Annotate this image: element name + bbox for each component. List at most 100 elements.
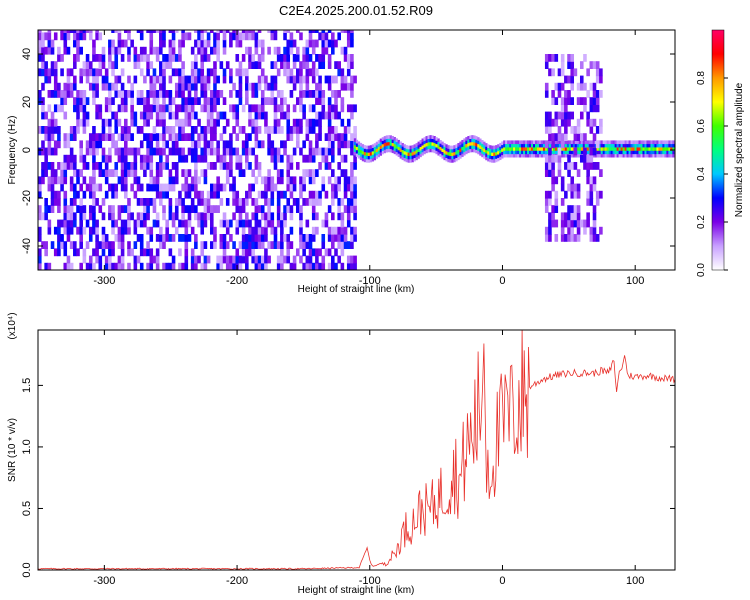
spectrogram-cell bbox=[95, 104, 99, 113]
spectrogram-cell bbox=[165, 126, 169, 134]
spectrogram-cell bbox=[171, 147, 176, 156]
spectrogram-cell bbox=[98, 169, 103, 177]
spectrogram-cell bbox=[66, 133, 71, 141]
spectrogram-cell bbox=[117, 90, 122, 98]
spectrogram-cell bbox=[334, 75, 338, 84]
spectrogram-cell bbox=[162, 104, 166, 113]
spectrogram-cell bbox=[371, 154, 375, 159]
spectrogram-cell bbox=[251, 118, 255, 127]
spectrogram-cell bbox=[209, 118, 214, 127]
spectrogram-cell bbox=[544, 90, 549, 98]
spectrogram-cell bbox=[194, 154, 198, 163]
spectrogram-cell bbox=[216, 183, 220, 192]
spectrogram-cell bbox=[216, 262, 220, 270]
spectrogram-y-tick-label: -40 bbox=[21, 238, 33, 254]
spectrogram-cell bbox=[152, 30, 157, 33]
spectrogram-cell bbox=[302, 104, 306, 113]
spectrogram-cell bbox=[264, 262, 268, 270]
spectrogram-cell bbox=[395, 141, 398, 146]
spectrogram-cell bbox=[638, 140, 641, 145]
spectrogram-cell bbox=[302, 111, 306, 120]
spectrogram-cell bbox=[213, 46, 217, 55]
spectrogram-cell bbox=[114, 61, 119, 69]
spectrogram-cell bbox=[174, 212, 179, 221]
spectrogram-cell bbox=[505, 140, 508, 145]
spectrogram-cell bbox=[324, 75, 329, 84]
spectrogram-cell bbox=[229, 140, 233, 149]
spectrogram-cell bbox=[481, 150, 484, 154]
spectrogram-cell bbox=[286, 46, 291, 55]
spectrogram-cell bbox=[95, 219, 99, 228]
spectrogram-cell bbox=[467, 146, 470, 150]
snr-y-multiplier: (x10⁴) bbox=[7, 312, 18, 339]
spectrogram-cell bbox=[548, 147, 552, 156]
spectrogram-cell bbox=[658, 140, 661, 145]
spectrogram-cell bbox=[162, 68, 166, 77]
spectrogram-cell bbox=[50, 126, 55, 134]
spectrogram-cell bbox=[92, 198, 96, 206]
spectrogram-cell bbox=[111, 111, 115, 120]
spectrogram-cell bbox=[590, 140, 594, 145]
spectrogram-cell bbox=[586, 90, 590, 98]
spectrogram-cell bbox=[155, 140, 160, 149]
spectrogram-cell bbox=[257, 205, 262, 213]
spectrogram-cell bbox=[507, 140, 510, 145]
spectrogram-cell bbox=[162, 140, 166, 149]
spectrogram-cell bbox=[162, 190, 166, 199]
spectrogram-cell bbox=[471, 141, 474, 146]
spectrogram-cell bbox=[203, 198, 208, 206]
spectrogram-cell bbox=[588, 143, 592, 148]
spectrogram-cell bbox=[98, 255, 103, 264]
spectrogram-cell bbox=[104, 133, 109, 141]
spectrogram-cell bbox=[38, 126, 42, 134]
spectrogram-cell bbox=[399, 144, 402, 149]
spectrogram-cell bbox=[373, 146, 377, 151]
spectrogram-cell bbox=[318, 248, 322, 257]
spectrogram-cell bbox=[315, 39, 319, 48]
spectrogram-cell bbox=[248, 61, 252, 69]
spectrogram-cell bbox=[666, 150, 669, 155]
spectrogram-cell bbox=[117, 226, 122, 235]
spectrogram-cell bbox=[455, 150, 458, 155]
spectrogram-cell bbox=[302, 262, 306, 270]
spectrogram-cell bbox=[222, 162, 227, 170]
spectrogram-cell bbox=[225, 162, 230, 170]
spectrogram-cell bbox=[409, 148, 412, 153]
spectrogram-cell bbox=[264, 82, 268, 91]
spectrogram-cell bbox=[50, 46, 55, 55]
spectrogram-cell bbox=[53, 190, 58, 199]
spectrogram-cell bbox=[295, 162, 300, 170]
spectrogram-cell bbox=[425, 149, 428, 154]
spectrogram-cell bbox=[463, 145, 466, 149]
spectrogram-cell bbox=[69, 68, 74, 77]
spectrogram-cell bbox=[595, 198, 600, 206]
spectrogram-cell bbox=[114, 169, 119, 177]
spectrogram-cell bbox=[299, 234, 303, 242]
spectrogram-cell bbox=[311, 90, 316, 98]
spectrogram-cell bbox=[53, 198, 58, 206]
spectrogram-cell bbox=[331, 75, 335, 84]
spectrogram-cell bbox=[299, 190, 303, 199]
spectrogram-cell bbox=[143, 169, 147, 177]
spectrogram-cell bbox=[567, 90, 571, 98]
spectrogram-cell bbox=[260, 46, 265, 55]
spectrogram-cell bbox=[308, 234, 313, 242]
spectrogram-cell bbox=[257, 54, 262, 62]
spectrogram-cell bbox=[395, 145, 398, 149]
spectrogram-cell bbox=[85, 54, 90, 62]
spectrogram-cell bbox=[47, 46, 52, 55]
spectrogram-cell bbox=[165, 190, 169, 199]
spectrogram-cell bbox=[540, 147, 544, 151]
spectrogram-cell bbox=[560, 176, 565, 185]
spectrogram-cell bbox=[219, 154, 224, 163]
spectrogram-cell bbox=[417, 155, 420, 159]
spectrogram-cell bbox=[315, 30, 319, 33]
spectrogram-cell bbox=[98, 140, 103, 149]
spectrogram-cell bbox=[622, 140, 625, 145]
spectrogram-cell bbox=[367, 149, 371, 153]
spectrogram-cell bbox=[662, 147, 665, 151]
spectrogram-cell bbox=[289, 262, 294, 270]
spectrogram-cell bbox=[114, 126, 119, 134]
spectrogram-cell bbox=[159, 82, 163, 91]
